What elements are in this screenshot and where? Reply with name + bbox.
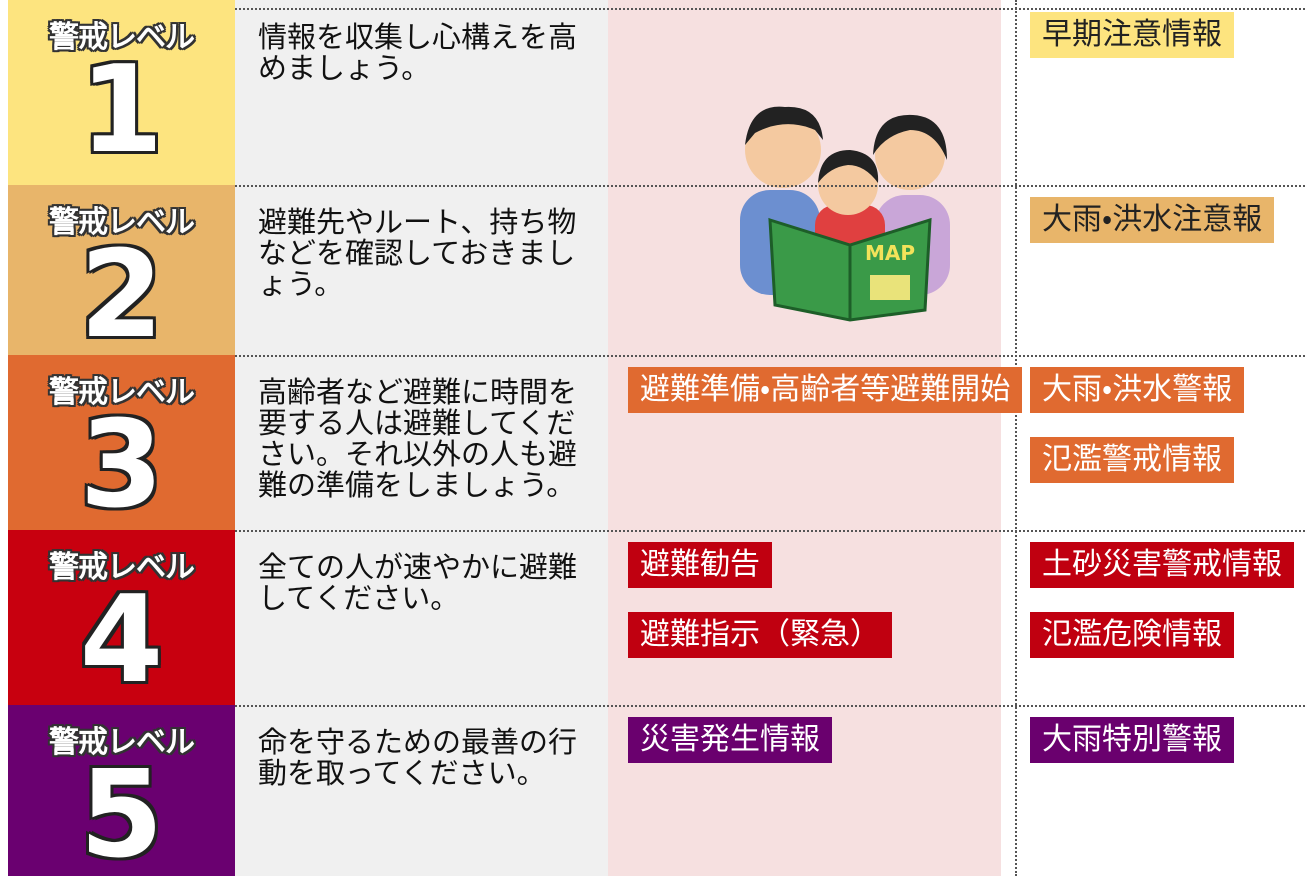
description-column <box>235 0 608 876</box>
description: 全ての人が速やかに避難してください。 <box>258 550 578 615</box>
level-number: 3 <box>79 396 164 535</box>
divider <box>235 185 1305 187</box>
divider <box>235 705 1305 707</box>
level-number: 2 <box>79 226 164 365</box>
family-illustration: MAP <box>740 106 950 322</box>
weather-tag: 氾濫警戒情報 <box>1030 437 1234 483</box>
description: 避難先やルート、持ち物などを確認しておきましょう。 <box>258 205 577 301</box>
weather-tag: 大雨・洪水警報 <box>1030 367 1245 413</box>
level-number: 5 <box>79 746 164 876</box>
description: 命を守るための最善の行動を取ってください。 <box>258 725 578 790</box>
level-label: 警戒レベル <box>49 375 195 410</box>
level-label: 警戒レベル <box>49 205 195 240</box>
level-block: 警戒レベル 3 <box>8 355 235 530</box>
weather-tag: 氾濫危険情報 <box>1030 612 1234 658</box>
level-number: 1 <box>79 41 164 180</box>
weather-tag: 大雨特別警報 <box>1030 717 1234 763</box>
weather-tag: 大雨・洪水注意報 <box>1030 197 1275 243</box>
description: 情報を収集し心構えを高めましょう。 <box>258 20 578 85</box>
level-block: 警戒レベル 4 <box>8 530 235 705</box>
divider <box>235 530 1305 532</box>
level-block: 警戒レベル 5 <box>8 705 235 876</box>
level-label: 警戒レベル <box>49 20 195 55</box>
level-block: 警戒レベル 1 <box>8 0 235 185</box>
level-label: 警戒レベル <box>49 725 195 760</box>
evacuation-tag: 避難指示（緊急） <box>628 612 892 658</box>
divider <box>235 355 1305 357</box>
weather-tag: 早期注意情報 <box>1030 12 1234 58</box>
evacuation-tag: 避難勧告 <box>628 542 772 588</box>
divider <box>1015 0 1017 876</box>
weather-tag: 土砂災害警戒情報 <box>1030 542 1294 588</box>
evacuation-tag: 避難準備・高齢者等避難開始 <box>628 367 1023 413</box>
level-label: 警戒レベル <box>49 550 195 585</box>
divider <box>235 8 1305 10</box>
description: 高齢者など避難に時間を要する人は避難してください。それ以外の人も避難の準備をしま… <box>258 375 578 502</box>
level-number: 4 <box>79 571 164 710</box>
level-block: 警戒レベル 2 <box>8 185 235 365</box>
illustration-text: MAP <box>865 241 915 265</box>
evacuation-tag: 災害発生情報 <box>628 717 832 763</box>
